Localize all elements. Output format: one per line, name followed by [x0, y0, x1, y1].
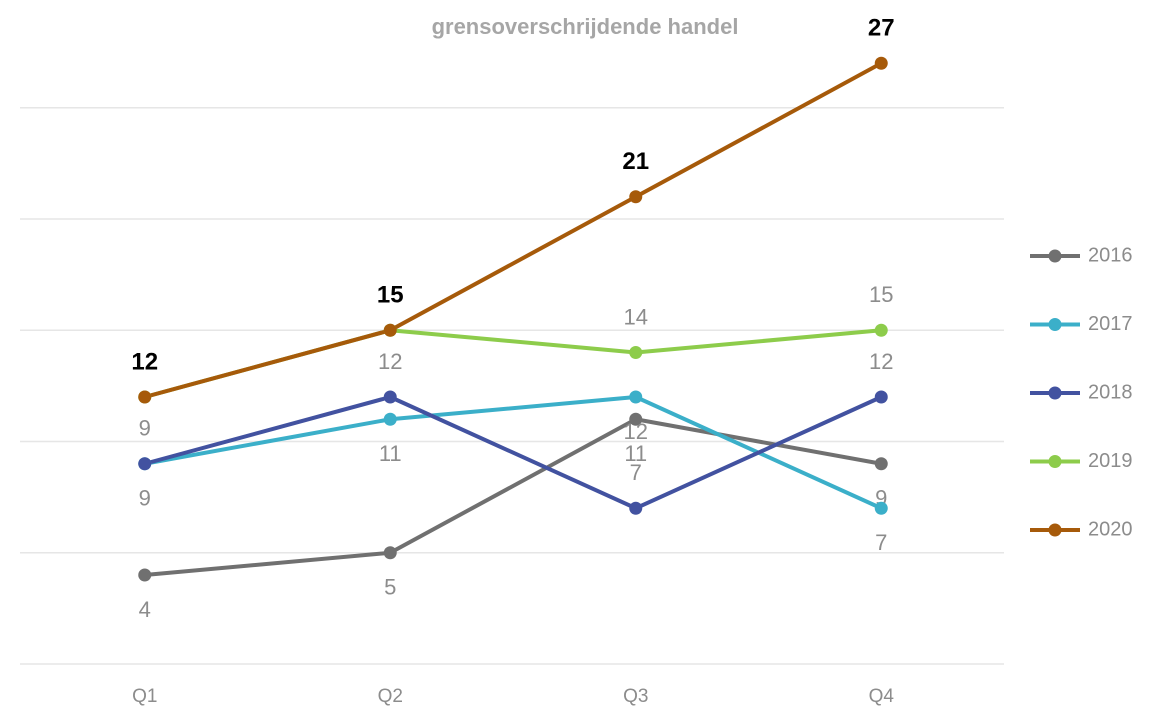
data-point: [629, 346, 643, 359]
data-label: 12: [131, 348, 158, 375]
legend-label: 2018: [1088, 381, 1133, 403]
data-point: [629, 501, 643, 515]
data-label: 9: [139, 486, 151, 511]
data-point: [629, 190, 643, 204]
legend-marker: [1048, 386, 1062, 400]
data-point: [874, 457, 888, 471]
data-label: 7: [875, 530, 887, 555]
legend-marker: [1048, 455, 1062, 468]
data-label: 15: [377, 282, 404, 309]
data-point: [383, 412, 397, 426]
data-label: 12: [133, 349, 157, 374]
data-label: 4: [139, 597, 151, 622]
data-label: 12: [378, 349, 402, 374]
data-label: 5: [384, 575, 396, 600]
data-label: 21: [622, 148, 649, 175]
legend-marker: [1048, 523, 1062, 537]
data-point: [874, 390, 888, 404]
data-point: [138, 568, 152, 582]
legend-marker: [1048, 249, 1062, 263]
legend-label: 2019: [1088, 450, 1133, 472]
data-point: [383, 323, 397, 337]
data-point: [874, 501, 888, 515]
data-point: [383, 546, 397, 560]
data-label: 14: [624, 304, 648, 329]
data-label: 27: [868, 15, 895, 42]
legend-label: 2016: [1088, 244, 1133, 266]
series-line: [144, 395, 883, 511]
legend-label: 2017: [1088, 313, 1133, 335]
series-line: [144, 417, 882, 577]
legend-label: 2020: [1088, 518, 1133, 540]
data-label: 15: [378, 282, 402, 307]
series-line: [144, 328, 882, 399]
data-label: 9: [139, 416, 151, 441]
data-label: 12: [869, 349, 893, 374]
data-point: [138, 390, 152, 404]
data-point: [629, 412, 643, 426]
x-tick-label: Q2: [378, 686, 403, 707]
data-label: 7: [630, 460, 642, 485]
legend-marker: [1048, 318, 1062, 331]
data-label: 11: [379, 441, 402, 466]
x-tick-label: Q3: [623, 686, 648, 707]
x-tick-label: Q4: [869, 686, 895, 707]
chart-title: grensoverschrijdende handel: [432, 14, 739, 39]
data-point: [874, 56, 888, 70]
data-label: 11: [624, 441, 647, 466]
data-point: [629, 390, 643, 404]
data-label: 12: [624, 419, 648, 444]
data-point: [138, 457, 152, 471]
data-label: 15: [869, 282, 893, 307]
data-point: [874, 323, 888, 337]
data-point: [383, 390, 397, 404]
series-line: [144, 61, 883, 399]
x-tick-label: Q1: [132, 686, 157, 707]
